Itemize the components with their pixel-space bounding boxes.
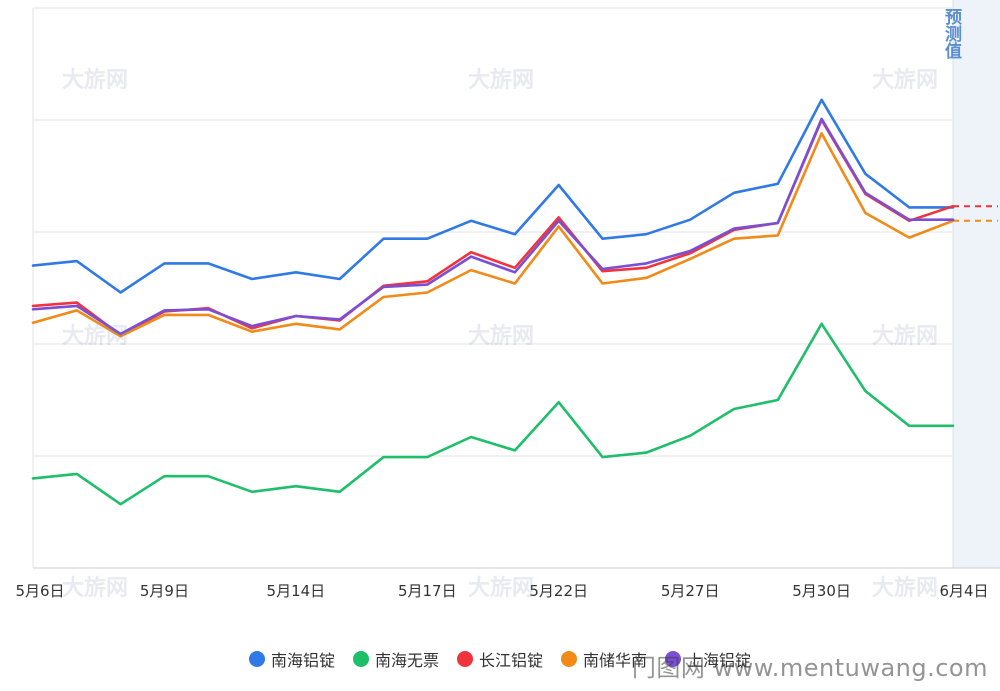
x-tick-label: 5月9日 (140, 582, 189, 600)
legend-item[interactable]: 长江铝锭 (456, 647, 543, 671)
site-watermark: 门图网 www.mentuwang.com (631, 654, 988, 682)
legend-label: 南储华南 (583, 651, 648, 670)
legend-item[interactable]: 南海无票 (352, 647, 439, 671)
legend-swatch (352, 651, 369, 667)
legend-swatch (561, 651, 577, 667)
line-chart: 5月6日 5月9日 5月14日 5月17日 5月22日 5月27日 5月30日 6月4日 预测值 (15, 0, 1000, 600)
series-line (31, 322, 955, 506)
chart-legend: 南海铝锭 南海无票 长江铝锭 南储华南 上海铝锭 (0, 644, 1000, 674)
x-tick-label: 5月27日 (661, 582, 720, 600)
legend-swatch (248, 651, 265, 667)
forecast-label: 预测值 (941, 8, 962, 60)
series-line (31, 98, 955, 294)
legend-item[interactable]: 上海铝锭 (665, 647, 751, 671)
x-tick-label: 5月6日 (15, 582, 64, 600)
x-tick-label: 5月14日 (267, 582, 326, 600)
series-line (31, 117, 955, 336)
forecast-band (953, 0, 1000, 568)
x-tick-label: 5月22日 (529, 582, 588, 600)
series-line (31, 132, 955, 338)
x-tick-label: 6月4日 (939, 582, 988, 600)
legend-swatch (665, 651, 682, 667)
x-tick-label: 5月30日 (792, 582, 851, 600)
legend-item[interactable]: 南储华南 (561, 647, 647, 671)
legend-label: 上海铝锭 (687, 651, 752, 670)
legend-item[interactable]: 南海铝锭 (248, 647, 335, 671)
legend-label: 南海铝锭 (270, 651, 335, 670)
legend-label: 南海无票 (374, 651, 439, 670)
x-tick-label: 5月17日 (398, 582, 457, 600)
legend-swatch (456, 651, 473, 667)
legend-label: 长江铝锭 (478, 651, 543, 670)
